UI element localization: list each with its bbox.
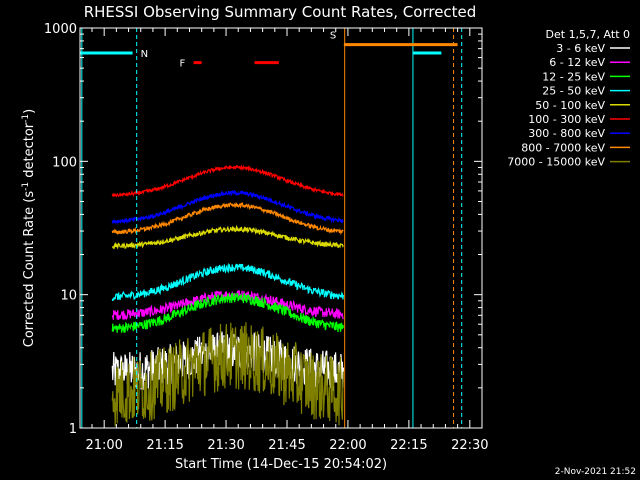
- x-tick-label: 21:30: [207, 438, 244, 453]
- legend-label-9: 7000 - 15000 keV: [507, 156, 605, 169]
- y-tick-label: 10: [60, 289, 77, 304]
- y-axis-label-mid: detector: [22, 122, 37, 182]
- y-axis-label: Corrected Count Rate (s-1 detector-1): [21, 109, 37, 347]
- chart-title: RHESSI Observing Summary Count Rates, Co…: [84, 3, 477, 21]
- series-line-7: [111, 189, 344, 226]
- series-line-9: [111, 322, 344, 427]
- night-label: N: [141, 49, 148, 60]
- x-tick-label: 21:45: [268, 438, 305, 453]
- plot-frame: [79, 27, 483, 429]
- y-axis-label-main: Corrected Count Rate (s: [22, 191, 37, 348]
- legend-label-5: 50 - 100 keV: [535, 99, 605, 112]
- y-axis-label-sup1: -1: [21, 182, 31, 191]
- x-tick-label: 22:00: [329, 438, 366, 453]
- legend-label-3: 12 - 25 keV: [542, 70, 605, 83]
- legend-label-4: 25 - 50 keV: [542, 85, 605, 98]
- y-tick-label: 1000: [44, 22, 77, 37]
- legend-label-7: 300 - 800 keV: [528, 127, 605, 140]
- series-line-5: [111, 224, 344, 250]
- series-line-8: [111, 201, 344, 236]
- x-tick-label: 22:30: [451, 438, 488, 453]
- flare-label: F: [180, 59, 186, 70]
- legend-label-6: 100 - 300 keV: [528, 113, 605, 126]
- x-tick-label: 21:15: [146, 438, 183, 453]
- plot-area: N F S: [80, 28, 463, 428]
- footer-date: 2-Nov-2021 21:52: [555, 467, 636, 477]
- y-axis-label-end: ): [22, 109, 37, 114]
- series-line-6: [111, 163, 344, 198]
- legend-label-8: 800 - 7000 keV: [521, 141, 605, 154]
- y-axis-label-sup2: -1: [21, 114, 31, 123]
- x-axis-label: Start Time (14-Dec-15 20:54:02): [175, 457, 387, 472]
- legend-label-1: 3 - 6 keV: [556, 42, 605, 55]
- x-axis: 21:00 21:15 21:30 21:45 22:00 22:15 22:30: [85, 28, 489, 453]
- series-line-4: [111, 262, 344, 301]
- legend-header: Det 1,5,7, Att 0: [546, 28, 630, 41]
- y-tick-label: 1: [69, 422, 77, 437]
- x-tick-label: 21:00: [85, 438, 122, 453]
- series-line-3: [111, 292, 344, 333]
- y-axis: 1 10 100 1000: [44, 22, 482, 437]
- y-tick-label: 100: [52, 155, 77, 170]
- legend-label-2: 6 - 12 keV: [549, 56, 605, 69]
- saa-label: S: [330, 31, 336, 42]
- x-tick-label: 22:15: [390, 438, 427, 453]
